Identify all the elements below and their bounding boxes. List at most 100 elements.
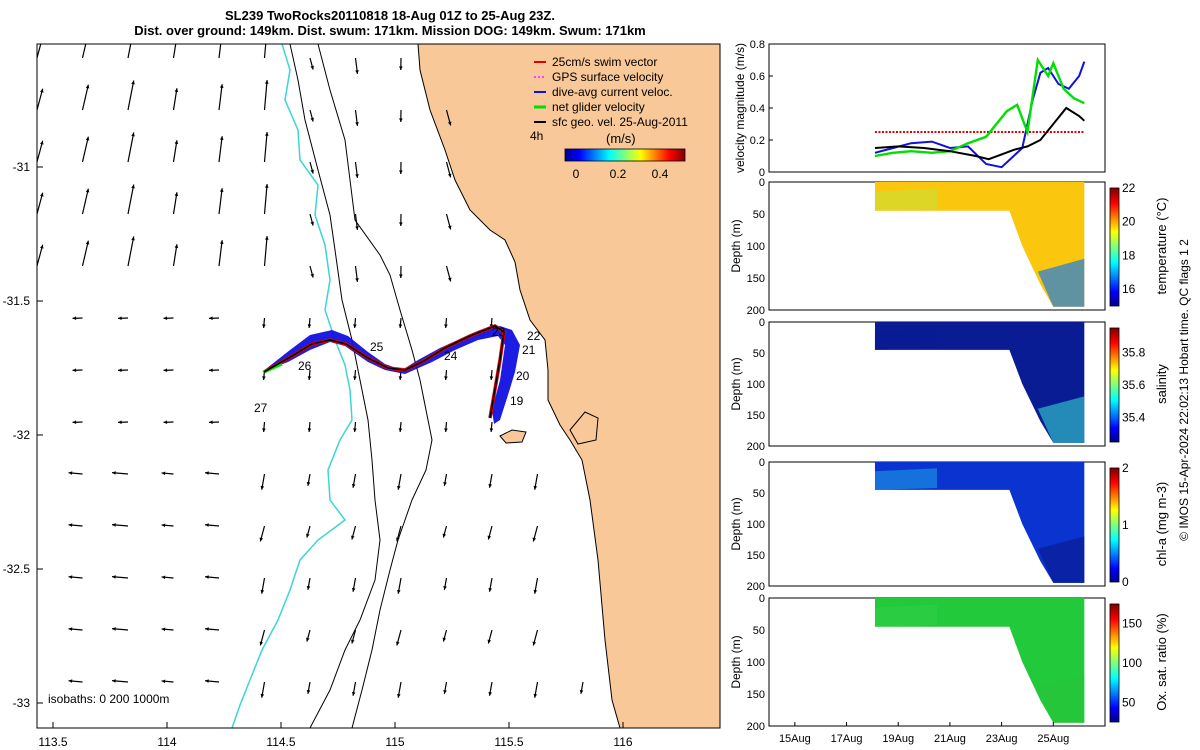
velocity-arrow-head xyxy=(260,589,265,594)
velocity-arrow xyxy=(172,140,178,163)
velocity-panel: 0 0.2 0.4 0.6 0.8 velocity magnitude (m/s) xyxy=(733,39,1106,179)
depth-ylabel: Depth (m) xyxy=(729,497,743,550)
velocity-arrow-head xyxy=(85,84,90,89)
track-label-23: 23 xyxy=(492,325,506,339)
velocity-arrow-head xyxy=(396,641,400,646)
velocity-arrow-head xyxy=(131,29,135,33)
velocity-arrow-head xyxy=(306,637,310,642)
velocity-arrow-head xyxy=(351,483,356,488)
depth-y-tick: 0 xyxy=(759,593,765,605)
geostrophic-velocity-arrows xyxy=(25,29,584,698)
velocity-arrow-head xyxy=(533,485,538,490)
velocity-arrow-head xyxy=(209,368,213,373)
velocity-arrow-head xyxy=(68,575,73,579)
velocity-arrow-head xyxy=(443,481,447,486)
y-tick-31-5: -31.5 xyxy=(3,294,31,308)
velocity-arrow-head xyxy=(264,80,269,84)
legend-net: net glider velocity xyxy=(552,100,645,114)
time-tick: 15Aug xyxy=(779,733,811,745)
time-tick: 19Aug xyxy=(882,733,914,745)
velocity-arrow-head xyxy=(487,535,492,540)
velocity-arrow-head xyxy=(161,523,166,528)
velocity-arrow-head xyxy=(40,37,44,41)
x-tick-114-5: 114.5 xyxy=(266,735,295,749)
velocity-arrow xyxy=(218,240,223,267)
velocity-arrow-head xyxy=(396,537,400,542)
depth-y-tick: 200 xyxy=(747,441,765,453)
depth-y-tick: 50 xyxy=(753,488,765,500)
time-tick: 21Aug xyxy=(934,733,966,745)
velocity-arrow-head xyxy=(355,226,359,230)
speed-colorbar xyxy=(564,148,686,162)
velocity-arrow-head xyxy=(262,324,266,328)
colorbar-tick: 18 xyxy=(1122,248,1136,262)
velocity-arrow-head xyxy=(532,641,537,646)
velocity-arrow-head xyxy=(112,627,116,631)
depth-y-tick: 150 xyxy=(747,273,765,285)
colorbar-tick: 35.8 xyxy=(1122,345,1146,359)
velocity-arrow-head xyxy=(487,639,492,644)
depth-ylabel: Depth (m) xyxy=(729,635,743,688)
velocity-arrow xyxy=(37,44,42,59)
x-tick-115-5: 115.5 xyxy=(494,735,523,749)
velocity-arrow-head xyxy=(447,173,452,178)
velocity-arrow-head xyxy=(25,471,29,475)
colorbar-tick: 35.4 xyxy=(1122,411,1146,425)
colorbar-tick: 2 xyxy=(1122,461,1129,475)
velocity-arrow-head xyxy=(259,537,264,542)
velocity-arrow xyxy=(81,44,87,59)
depth-panel: 0 50 100 150 200 Depth (m) 0 1 2 chl-a (mg m-3) xyxy=(729,457,1169,593)
velocity-arrow xyxy=(127,132,135,163)
velocity-arrow-head xyxy=(351,535,355,540)
island xyxy=(499,429,527,444)
velocity-arrow-head xyxy=(306,481,311,486)
velocity-arrow xyxy=(172,244,178,267)
velocity-arrow-head xyxy=(310,169,314,174)
depth-section-shallow xyxy=(874,328,937,350)
velocity-arrow xyxy=(37,244,44,267)
map-y-axis: -31 -31.5 -32 -32.5 -33 xyxy=(3,160,31,710)
velocity-ylabel: velocity magnitude (m/s) xyxy=(733,43,747,173)
velocity-arrow-head xyxy=(397,485,401,490)
velocity-arrow-head xyxy=(307,428,312,432)
velocity-arrow xyxy=(127,184,135,215)
velocity-arrow-head xyxy=(161,679,166,684)
velocity-arrow-head xyxy=(488,587,492,592)
velocity-arrow xyxy=(263,236,268,267)
velocity-arrow-head xyxy=(447,121,452,126)
velocity-arrow-head xyxy=(264,132,269,136)
velocity-arrow-head xyxy=(355,278,359,282)
depth-y-tick: 50 xyxy=(753,348,765,360)
depth-colorbar xyxy=(1109,467,1120,583)
velocity-arrow-head xyxy=(161,471,166,476)
velocity-arrow-head xyxy=(68,523,73,527)
velocity-arrow-head xyxy=(118,368,122,373)
depth-panel: 0 50 100 150 200 Depth (m) 50 100 150 Ox. sat. ra… xyxy=(729,593,1169,733)
x-tick-114: 114 xyxy=(157,735,176,749)
velocity-arrow-head xyxy=(310,117,314,122)
velocity-arrow-head xyxy=(219,84,224,88)
depth-y-tick: 200 xyxy=(747,581,765,593)
depth-section-shallow xyxy=(874,604,937,627)
colorbar-tick: 50 xyxy=(1122,695,1136,709)
velocity-arrow-head xyxy=(260,693,265,698)
colorbar-tick: 16 xyxy=(1122,282,1136,296)
velocity-arrow-head xyxy=(209,316,213,321)
legend-sfc: sfc geo. vel. 25-Aug-2011 xyxy=(552,115,688,129)
velocity-arrow-head xyxy=(131,80,135,85)
velocity-arrow xyxy=(81,240,89,267)
depth-ylabel: Depth (m) xyxy=(729,357,743,410)
velocity-arrow-head xyxy=(40,88,44,93)
colorbar-label: chl-a (mg m-3) xyxy=(1154,482,1169,567)
track-label-21: 21 xyxy=(522,343,536,357)
velocity-arrow-head xyxy=(40,192,44,197)
velocity-arrow-head xyxy=(447,225,452,230)
velocity-arrow xyxy=(37,681,38,682)
depth-panel: 0 50 100 150 200 Depth (m) 16 18 20 22 temperature… xyxy=(729,177,1169,317)
depth-section-shallow xyxy=(874,468,937,490)
velocity-arrow xyxy=(263,132,268,163)
x-tick-115: 115 xyxy=(385,735,404,749)
velocity-arrow-head xyxy=(85,136,90,141)
velocity-arrow-head xyxy=(399,274,403,278)
velocity-arrow xyxy=(172,192,178,215)
